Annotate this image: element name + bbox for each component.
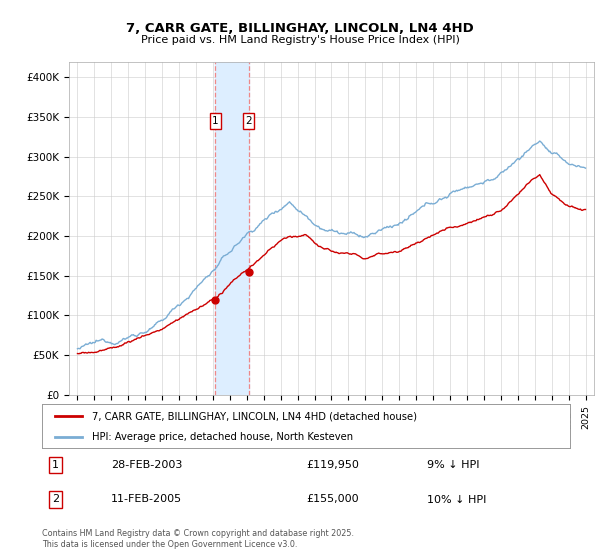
Text: 1: 1 bbox=[52, 460, 59, 470]
Text: Price paid vs. HM Land Registry's House Price Index (HPI): Price paid vs. HM Land Registry's House … bbox=[140, 35, 460, 45]
Text: 1: 1 bbox=[212, 116, 219, 126]
Text: HPI: Average price, detached house, North Kesteven: HPI: Average price, detached house, Nort… bbox=[92, 432, 353, 442]
Text: Contains HM Land Registry data © Crown copyright and database right 2025.
This d: Contains HM Land Registry data © Crown c… bbox=[42, 529, 354, 549]
Text: 9% ↓ HPI: 9% ↓ HPI bbox=[427, 460, 480, 470]
Text: 2: 2 bbox=[52, 494, 59, 505]
Bar bbox=[215, 62, 248, 395]
Text: £119,950: £119,950 bbox=[306, 460, 359, 470]
Text: 2: 2 bbox=[245, 116, 252, 126]
Text: 28-FEB-2003: 28-FEB-2003 bbox=[110, 460, 182, 470]
Text: 11-FEB-2005: 11-FEB-2005 bbox=[110, 494, 182, 505]
Text: 7, CARR GATE, BILLINGHAY, LINCOLN, LN4 4HD (detached house): 7, CARR GATE, BILLINGHAY, LINCOLN, LN4 4… bbox=[92, 411, 417, 421]
Text: 7, CARR GATE, BILLINGHAY, LINCOLN, LN4 4HD: 7, CARR GATE, BILLINGHAY, LINCOLN, LN4 4… bbox=[126, 22, 474, 35]
Text: £155,000: £155,000 bbox=[306, 494, 359, 505]
Text: 10% ↓ HPI: 10% ↓ HPI bbox=[427, 494, 487, 505]
